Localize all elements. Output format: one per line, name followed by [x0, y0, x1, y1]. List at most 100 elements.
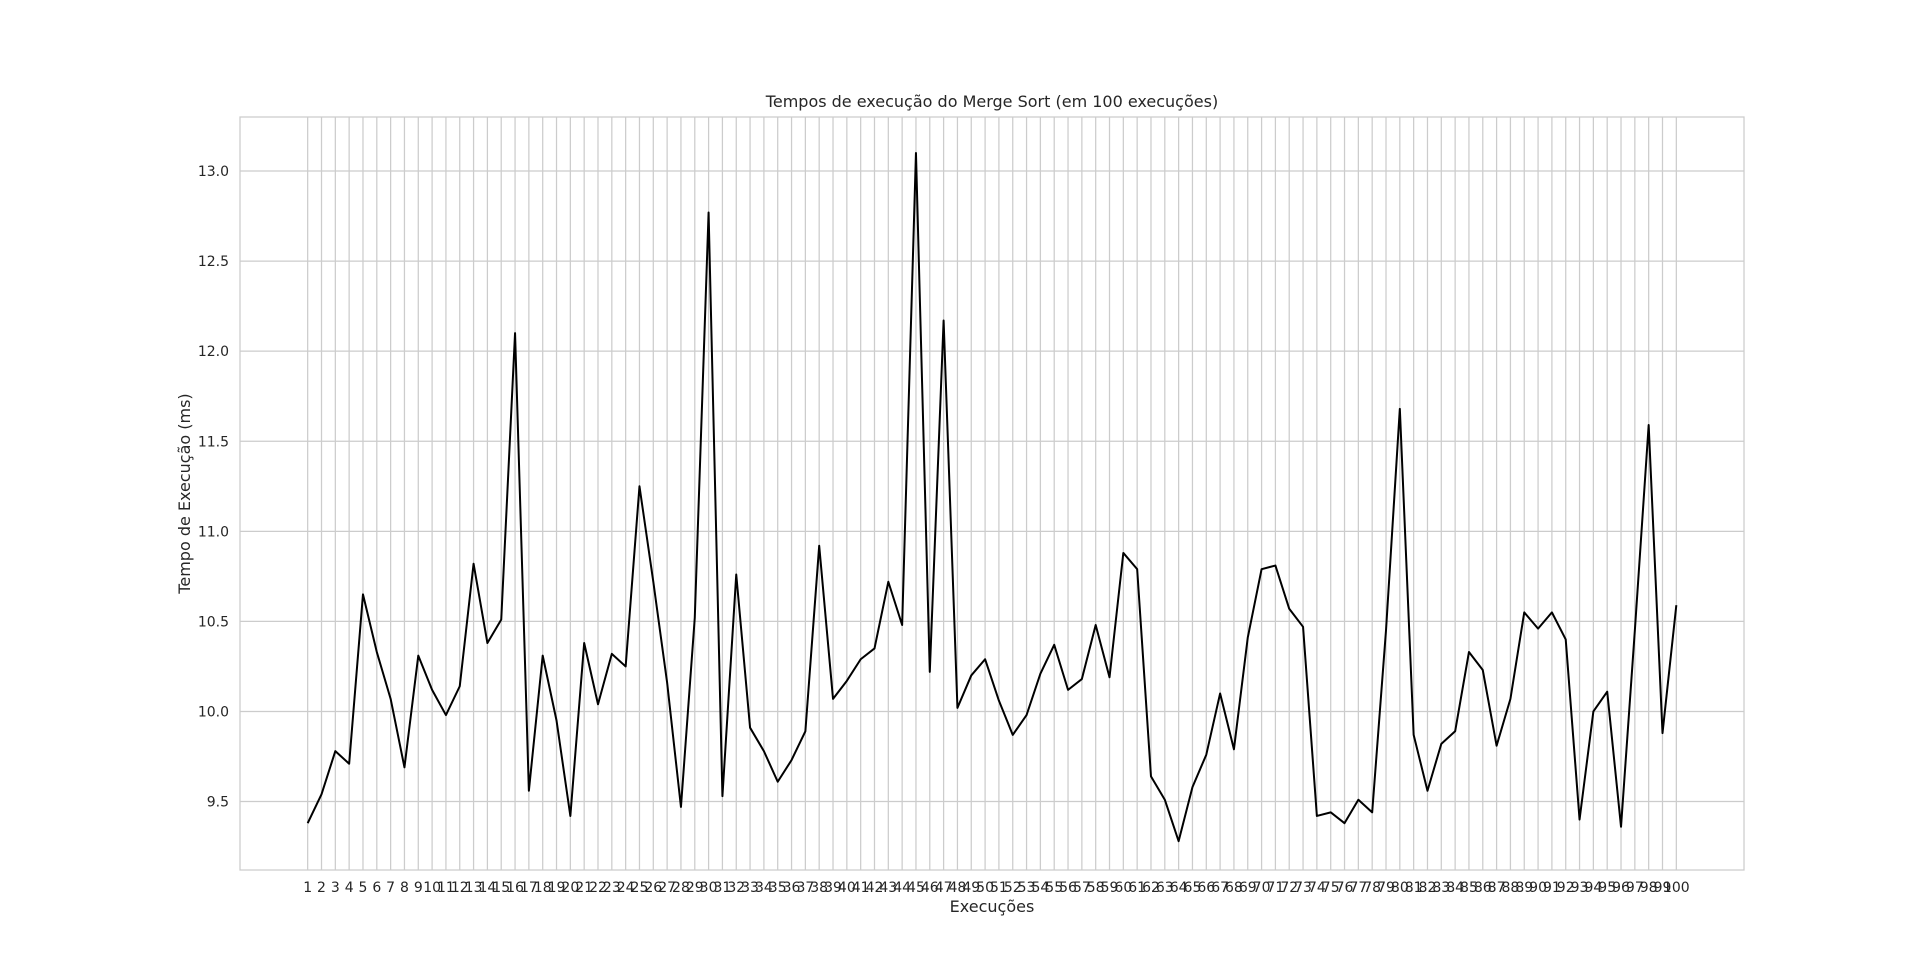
x-tick-label: 53	[1018, 880, 1036, 896]
x-tick-label: 94	[1584, 880, 1602, 896]
x-tick-label: 3	[331, 880, 340, 896]
x-tick-label: 52	[1004, 880, 1022, 896]
x-tick-label: 62	[1142, 880, 1160, 896]
x-tick-label: 1	[303, 880, 312, 896]
x-tick-label: 59	[1101, 880, 1119, 896]
x-tick-label: 40	[838, 880, 856, 896]
x-tick-label: 28	[672, 880, 690, 896]
x-tick-label: 86	[1474, 880, 1492, 896]
x-tick-label: 64	[1170, 880, 1188, 896]
x-tick-label: 31	[714, 880, 732, 896]
x-tick-label: 23	[603, 880, 621, 896]
x-tick-label: 50	[976, 880, 994, 896]
x-tick-label: 6	[372, 880, 381, 896]
x-tick-label: 85	[1460, 880, 1478, 896]
grid-lines	[240, 117, 1744, 870]
x-tick-label: 87	[1488, 880, 1506, 896]
x-tick-label: 37	[796, 880, 814, 896]
x-axis-label: Execuções	[950, 897, 1035, 916]
x-tick-label: 13	[465, 880, 483, 896]
y-tick-label: 12.0	[198, 344, 229, 360]
y-axis-label: Tempo de Execução (ms)	[175, 393, 194, 594]
series-line	[306, 152, 1678, 843]
x-tick-label: 14	[478, 880, 496, 896]
x-tick-label: 11	[437, 880, 455, 896]
x-tick-label: 44	[893, 880, 911, 896]
x-tick-label: 75	[1322, 880, 1340, 896]
x-tick-label: 90	[1529, 880, 1547, 896]
x-tick-label: 48	[949, 880, 967, 896]
x-tick-label: 72	[1280, 880, 1298, 896]
x-tick-label: 98	[1640, 880, 1658, 896]
x-tick-label: 84	[1446, 880, 1464, 896]
x-tick-label: 47	[935, 880, 953, 896]
x-tick-label: 9	[414, 880, 423, 896]
x-tick-label: 92	[1557, 880, 1575, 896]
x-tick-label: 95	[1598, 880, 1616, 896]
x-tick-label: 7	[386, 880, 395, 896]
y-tick-label: 13.0	[198, 164, 229, 180]
x-tick-label: 70	[1253, 880, 1271, 896]
x-tick-label: 4	[345, 880, 354, 896]
x-tick-label: 58	[1087, 880, 1105, 896]
x-tick-label: 36	[783, 880, 801, 896]
x-tick-label: 79	[1377, 880, 1395, 896]
x-tick-label: 66	[1197, 880, 1215, 896]
x-tick-label: 55	[1045, 880, 1063, 896]
x-tick-label: 21	[575, 880, 593, 896]
x-tick-label: 32	[727, 880, 745, 896]
x-tick-label: 39	[824, 880, 842, 896]
x-tick-label: 49	[962, 880, 980, 896]
x-tick-label: 56	[1059, 880, 1077, 896]
x-tick-label: 54	[1031, 880, 1049, 896]
x-tick-label: 5	[359, 880, 368, 896]
x-tick-label: 2	[317, 880, 326, 896]
x-tick-label: 76	[1336, 880, 1354, 896]
x-tick-label: 15	[492, 880, 510, 896]
x-tick-label: 45	[907, 880, 925, 896]
x-tick-label: 43	[879, 880, 897, 896]
x-tick-label: 33	[741, 880, 759, 896]
x-tick-label: 12	[451, 880, 469, 896]
y-tick-label: 11.0	[198, 524, 229, 540]
x-tick-label: 100	[1663, 880, 1690, 896]
x-tick-label: 27	[658, 880, 676, 896]
x-tick-label: 51	[990, 880, 1008, 896]
x-tick-label: 8	[400, 880, 409, 896]
x-tick-label: 88	[1502, 880, 1520, 896]
plot-frame	[239, 116, 1745, 871]
x-tick-label: 10	[423, 880, 441, 896]
y-tick-label: 11.5	[198, 434, 229, 450]
x-tick-label: 91	[1543, 880, 1561, 896]
x-tick-label: 82	[1419, 880, 1437, 896]
x-tick-label: 25	[631, 880, 649, 896]
x-tick-label: 29	[686, 880, 704, 896]
x-axis-ticks: 1 2 3 4 5 6 7 8 9 1011121314151617181920212223242…	[303, 880, 1689, 896]
x-tick-label: 80	[1391, 880, 1409, 896]
x-tick-label: 93	[1571, 880, 1589, 896]
x-tick-label: 83	[1432, 880, 1450, 896]
y-tick-label: 9.5	[207, 795, 229, 811]
x-tick-label: 74	[1308, 880, 1326, 896]
chart-title: Tempos de execução do Merge Sort (em 100…	[765, 92, 1218, 111]
x-tick-label: 16	[506, 880, 524, 896]
y-tick-label: 10.0	[198, 704, 229, 720]
x-tick-label: 57	[1073, 880, 1091, 896]
x-tick-label: 17	[520, 880, 538, 896]
x-tick-label: 89	[1515, 880, 1533, 896]
x-tick-label: 41	[852, 880, 870, 896]
x-tick-label: 73	[1294, 880, 1312, 896]
x-tick-label: 35	[769, 880, 787, 896]
x-tick-label: 18	[534, 880, 552, 896]
x-tick-label: 63	[1156, 880, 1174, 896]
x-tick-label: 67	[1211, 880, 1229, 896]
x-tick-label: 26	[644, 880, 662, 896]
x-tick-label: 42	[866, 880, 884, 896]
x-tick-label: 96	[1612, 880, 1630, 896]
x-tick-label: 19	[548, 880, 566, 896]
x-tick-label: 24	[617, 880, 635, 896]
x-tick-label: 22	[589, 880, 607, 896]
x-tick-label: 78	[1363, 880, 1381, 896]
